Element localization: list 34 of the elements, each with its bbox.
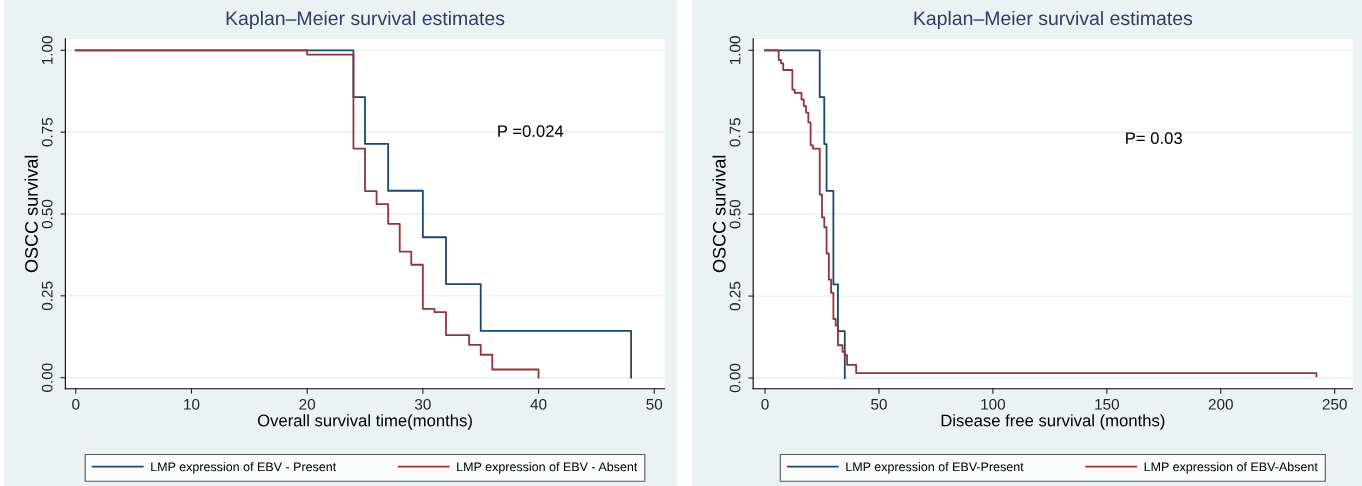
y-tick-label: 0.75: [729, 118, 741, 147]
x-axis-title: Disease free survival (months): [941, 414, 1165, 430]
chart-title: Kaplan–Meier survival estimates: [226, 10, 505, 30]
x-tick-label: 50: [646, 398, 663, 410]
y-tick-label: 0.25: [729, 281, 741, 311]
x-tick-label: 0: [761, 398, 769, 410]
x-tick-label: 10: [184, 398, 200, 410]
y-tick-label: 0.50: [41, 199, 53, 229]
y-tick-label: 1.00: [729, 36, 741, 65]
legend-label: LMP expression of EBV-Present: [846, 462, 1024, 474]
x-tick-label: 30: [414, 398, 431, 410]
chart-title: Kaplan–Meier survival estimates: [914, 10, 1193, 30]
x-tick-label: 50: [871, 398, 887, 410]
y-tick-label: 0.25: [41, 281, 53, 311]
x-tick-label: 200: [1208, 398, 1233, 410]
legend-label: LMP expression of EBV - Absent: [457, 462, 638, 474]
y-axis-title: OSCC survival: [712, 155, 726, 273]
x-tick-label: 150: [1095, 398, 1119, 410]
annotation: P= 0.03: [1126, 132, 1182, 145]
x-tick-label: 40: [530, 398, 547, 410]
y-axis-title: OSCC survival: [24, 155, 38, 273]
y-tick-label: 0.75: [41, 117, 53, 147]
legend-label: LMP expression of EBV - Present: [151, 462, 337, 474]
x-tick-label: 0: [72, 398, 80, 410]
y-tick-label: 0.50: [729, 199, 741, 229]
x-tick-label: 20: [299, 398, 316, 410]
y-tick-label: 0.00: [41, 363, 53, 392]
y-tick-label: 1.00: [41, 36, 53, 65]
x-axis-title: Overall survival time(months): [257, 414, 472, 430]
annotation: P =0.024: [498, 125, 564, 138]
x-tick-label: 100: [981, 398, 1006, 410]
legend-label: LMP expression of EBV-Absent: [1144, 462, 1318, 474]
y-tick-label: 0.00: [729, 363, 741, 393]
x-tick-label: 250: [1322, 398, 1347, 410]
